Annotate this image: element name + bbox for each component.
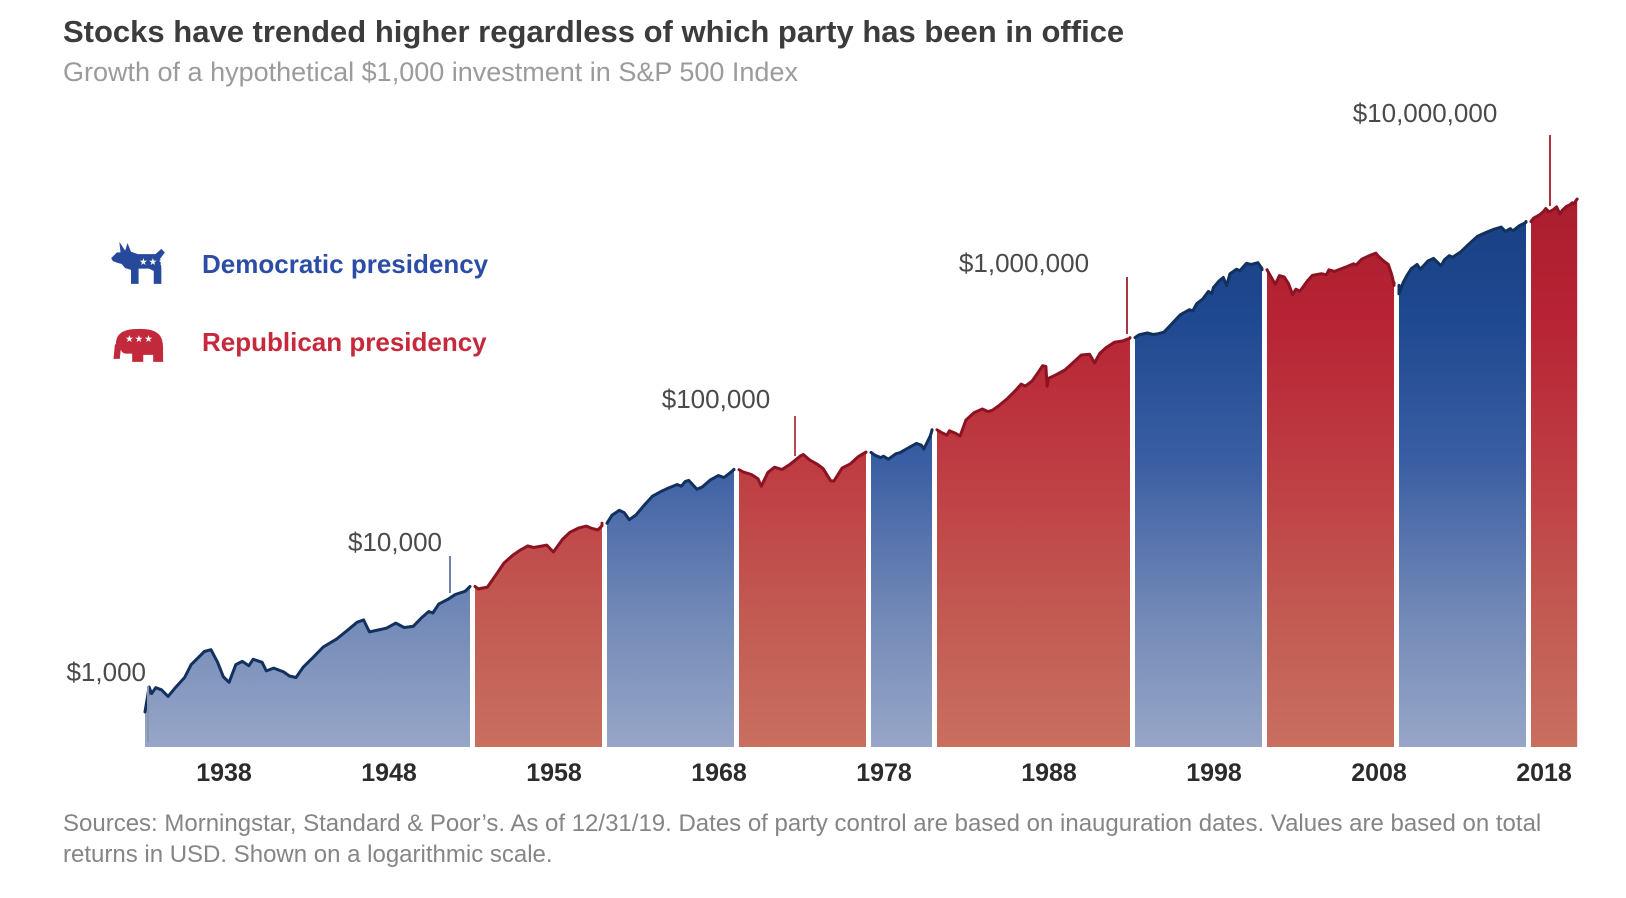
x-axis-label: 1938 <box>196 759 252 787</box>
area-segment-topline <box>737 450 868 488</box>
area-segment-topline <box>605 467 736 525</box>
value-annotations: $1,000 $10,000 $100,000 $1,000,000 $10,000,0… <box>66 98 1551 742</box>
x-axis-year-labels: 1938 1948 1958 1968 1978 1988 1998 2008 2018 <box>196 759 1572 787</box>
area-segment-topline <box>935 336 1132 438</box>
legend-item-democratic: ★★★ Democratic presidency <box>110 238 488 290</box>
x-axis-label: 1988 <box>1021 759 1077 787</box>
value-label: $1,000 <box>66 657 146 687</box>
value-label: $1,000,000 <box>959 248 1089 278</box>
area-segment-democratic <box>607 469 734 747</box>
area-segment-republican <box>1267 253 1394 747</box>
x-axis-label: 1968 <box>691 759 747 787</box>
legend-label-democratic: Democratic presidency <box>202 248 489 279</box>
chart-title: Stocks have trended higher regardless of… <box>63 14 1125 49</box>
x-axis-label: 1978 <box>856 759 912 787</box>
area-segment-topline <box>473 521 604 591</box>
area-segment-topline <box>1133 261 1264 340</box>
area-segment-republican <box>475 523 602 747</box>
svg-text:★★★: ★★★ <box>139 257 166 267</box>
x-axis-label: 2018 <box>1516 759 1572 787</box>
donkey-icon: ★★★ <box>111 241 166 284</box>
area-segment-republican <box>937 337 1130 747</box>
x-axis-label: 1948 <box>361 759 417 787</box>
value-label: $10,000,000 <box>1353 98 1498 128</box>
party-legend: ★★★ Democratic presidency ★★★ Republican… <box>110 238 488 394</box>
x-axis-label: 1998 <box>1186 759 1242 787</box>
area-segment-republican <box>1531 199 1578 748</box>
area-segment-topline <box>1529 197 1579 223</box>
presidency-area-segments <box>143 197 1579 748</box>
area-segment-democratic <box>145 586 470 747</box>
area-segment-republican <box>739 452 866 747</box>
value-label: $100,000 <box>662 384 770 414</box>
area-segment-topline <box>143 585 472 714</box>
source-note: Sources: Morningstar, Standard & Poor’s.… <box>63 810 1542 868</box>
x-axis-label: 2008 <box>1351 759 1407 787</box>
x-axis-label: 1958 <box>526 759 582 787</box>
chart-subtitle: Growth of a hypothetical $1,000 investme… <box>63 57 798 87</box>
legend-item-republican: ★★★ Republican presidency <box>110 316 488 368</box>
area-segment-topline <box>1265 251 1396 296</box>
legend-label-republican: Republican presidency <box>202 326 487 357</box>
elephant-icon: ★★★ <box>113 328 164 362</box>
value-label: $10,000 <box>348 527 442 557</box>
area-segment-democratic <box>871 429 932 747</box>
area-segment-democratic <box>1399 221 1526 747</box>
area-segment-topline <box>869 428 934 461</box>
area-segment-democratic <box>1135 262 1262 747</box>
svg-text:★★★: ★★★ <box>125 334 154 344</box>
area-segment-topline <box>1397 220 1528 296</box>
